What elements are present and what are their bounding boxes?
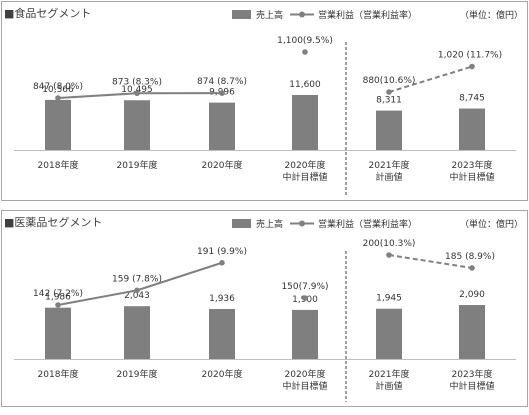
- x-tick-label: 中計目標値: [282, 380, 327, 392]
- bar-sales: [209, 102, 235, 150]
- x-tick-label: 2020年度: [285, 159, 326, 171]
- legend-bar-label: 売上高: [256, 218, 283, 230]
- bar-value-label: 8,745: [459, 94, 485, 104]
- legend-bar-swatch: [232, 10, 251, 19]
- x-tick-label: 中計目標値: [282, 171, 327, 183]
- bar-value-label: 11,600: [289, 80, 321, 90]
- profit-value-label: 873 (8.3%): [112, 77, 162, 87]
- unit-label: （単位：億円）: [460, 9, 523, 21]
- profit-value-label: 1,020 (11.7%): [438, 51, 502, 61]
- bar-sales: [45, 307, 71, 359]
- profit-value-label: 874 (8.7%): [197, 77, 247, 87]
- bar-value-label: 10,566: [42, 85, 74, 95]
- panel-frame: [1, 210, 528, 407]
- legend-line-label: 営業利益（営業利益率）: [318, 218, 417, 230]
- x-tick-label: 2020年度: [285, 368, 326, 380]
- legend-line-label: 営業利益（営業利益率）: [318, 9, 417, 21]
- x-tick-label: 2023年度: [452, 159, 493, 171]
- profit-marker: [302, 49, 308, 55]
- profit-value-label: 185 (8.9%): [445, 252, 495, 262]
- bar-sales: [124, 100, 150, 150]
- legend-bar-label: 売上高: [256, 9, 283, 21]
- chart-title: ■医薬品セグメント: [4, 215, 102, 229]
- legend-line-marker: [299, 11, 305, 18]
- x-tick-label: 2019年度: [117, 368, 158, 380]
- profit-marker: [469, 265, 475, 271]
- x-tick-label: 2023年度: [452, 368, 493, 380]
- x-tick-label: 2018年度: [38, 159, 79, 171]
- profit-marker: [302, 295, 308, 301]
- bar-value-label: 2,090: [459, 290, 485, 300]
- profit-value-label: 142 (7.2%): [33, 289, 83, 299]
- x-tick-label: 2020年度: [202, 368, 243, 380]
- x-tick-label: 2021年度: [369, 159, 410, 171]
- profit-line-plan: [388, 254, 473, 269]
- bar-value-label: 2,043: [124, 291, 150, 301]
- bar-sales: [459, 305, 485, 359]
- profit-marker: [386, 89, 392, 95]
- bar-value-label: 1,945: [376, 294, 402, 304]
- profit-marker: [219, 90, 225, 96]
- profit-marker: [469, 63, 475, 70]
- profit-value-label: 847 (8.0%): [33, 82, 83, 92]
- profit-marker: [386, 252, 392, 258]
- chart-panel-food: ■食品セグメント 売上高 営業利益（営業利益率） （単位：億円） 10,566 10,49…: [1, 1, 528, 201]
- bar-sales: [376, 110, 402, 150]
- bar-sales: [124, 306, 150, 359]
- x-tick-label: 2019年度: [117, 159, 158, 171]
- profit-value-label: 159 (7.8%): [112, 274, 162, 284]
- profit-marker: [55, 95, 61, 101]
- x-tick-label: 中計目標値: [449, 380, 494, 392]
- profit-marker: [55, 302, 61, 308]
- bar-sales: [292, 95, 318, 150]
- profit-marker: [219, 259, 225, 266]
- profit-value-label: 880(10.6%): [363, 76, 416, 86]
- bar-value-label: 10,495: [121, 85, 153, 95]
- chart-panel-pharma: ■医薬品セグメント 売上高 営業利益（営業利益率） （単位：億円） 1,986 2,043…: [1, 210, 528, 407]
- x-tick-label: 中計目標値: [449, 171, 494, 183]
- panel-frame: [1, 1, 528, 201]
- profit-value-label: 191 (9.9%): [197, 247, 247, 257]
- bar-sales: [209, 308, 235, 359]
- bar-sales: [376, 308, 402, 359]
- unit-label: （単位：億円）: [460, 218, 523, 230]
- x-tick-label: 計画値: [375, 380, 402, 392]
- bar-value-label: 1,936: [209, 294, 235, 304]
- profit-line-plan: [388, 65, 473, 93]
- x-tick-label: 2021年度: [369, 368, 410, 380]
- bar-value-label: 1,986: [45, 293, 71, 303]
- legend-bar-swatch: [232, 219, 251, 228]
- x-tick-label: 計画値: [375, 171, 402, 183]
- profit-value-label: 1,100(9.5%): [277, 36, 333, 46]
- bar-sales: [459, 108, 485, 150]
- profit-value-label: 150(7.9%): [281, 282, 328, 292]
- bar-sales: [45, 99, 71, 150]
- profit-marker: [134, 287, 140, 294]
- legend-line-marker: [299, 220, 305, 227]
- x-tick-label: 2020年度: [202, 159, 243, 171]
- profit-value-label: 200(10.3%): [363, 239, 416, 249]
- x-tick-label: 2018年度: [38, 368, 79, 380]
- bar-sales: [292, 309, 318, 359]
- profit-marker: [134, 90, 140, 97]
- bar-value-label: 8,311: [376, 96, 402, 106]
- chart-title: ■食品セグメント: [4, 6, 91, 20]
